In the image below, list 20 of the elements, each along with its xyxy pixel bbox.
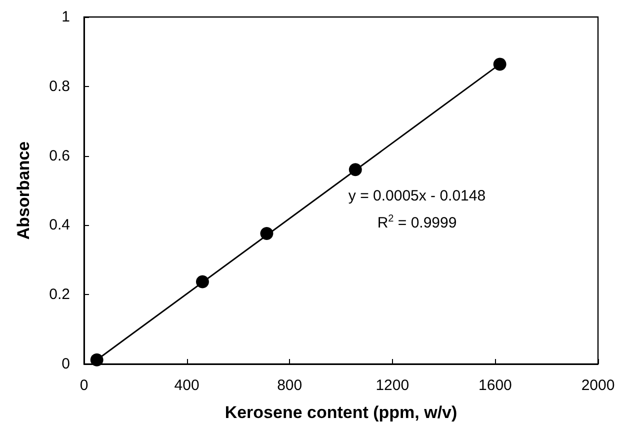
x-tick-label: 800 xyxy=(277,377,302,394)
y-axis-title: Absorbance xyxy=(14,141,33,240)
y-tick-label: 0.4 xyxy=(49,216,70,234)
y-tick-label: 0.2 xyxy=(49,286,70,304)
point xyxy=(90,353,104,366)
y-tick-label: 0 xyxy=(62,356,70,372)
point xyxy=(260,227,274,240)
x-tick-label: 1600 xyxy=(478,377,512,394)
y-tick-label: 0.8 xyxy=(49,78,70,95)
y-tick-label: 1 xyxy=(62,8,70,26)
y-tick-label: 0.6 xyxy=(49,147,70,164)
x-tick-label: 1200 xyxy=(376,377,410,394)
point xyxy=(196,275,209,288)
x-axis-title: Kerosene content (ppm, w/v) xyxy=(224,403,458,422)
annotation: y = 0.0005x - 0.0148 xyxy=(348,188,486,204)
x-tick-label: 400 xyxy=(174,377,200,394)
x-tick-label: 0 xyxy=(80,377,88,394)
point xyxy=(348,163,362,176)
x-tick-label: 2000 xyxy=(581,377,615,394)
point xyxy=(493,58,506,71)
